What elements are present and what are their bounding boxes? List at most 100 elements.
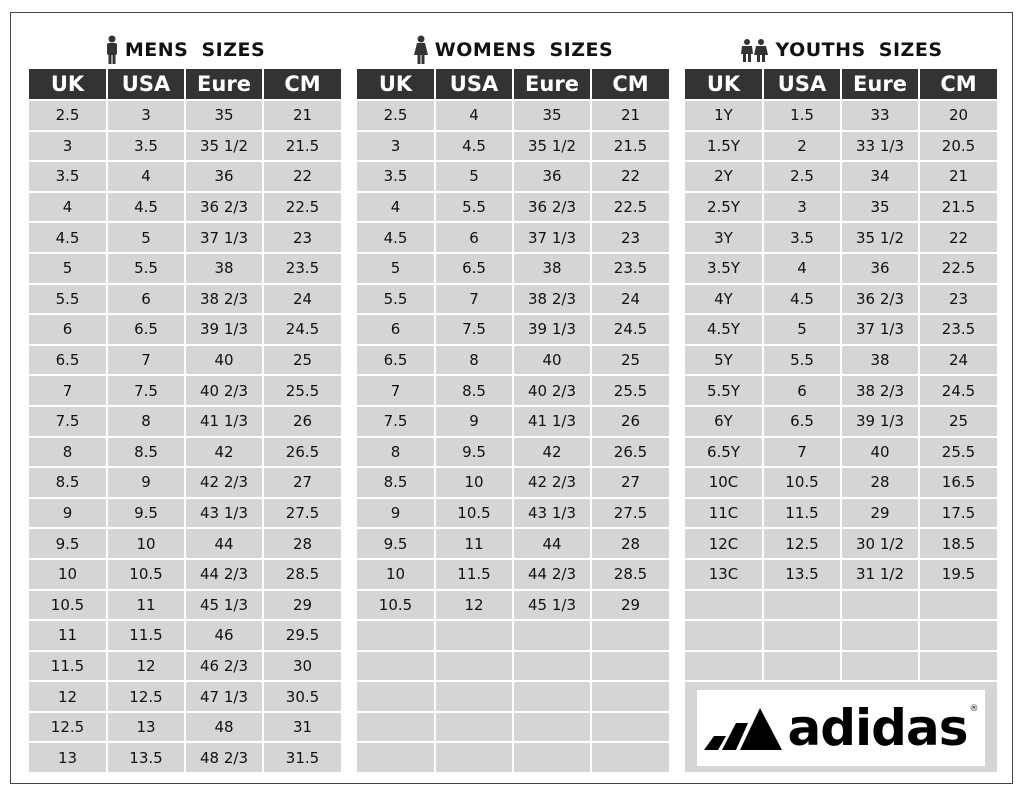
- table-row: 8.5 10 42 2/3 27: [357, 466, 669, 499]
- size-cell-cm: 21: [262, 99, 341, 132]
- size-cell-cm: 24.5: [262, 313, 341, 346]
- size-cell-uk: 4.5: [357, 221, 436, 254]
- size-cell-eure: 30 1/2: [840, 527, 920, 560]
- size-cell-usa: [762, 619, 842, 652]
- size-cell-eure: 46 2/3: [184, 649, 264, 683]
- size-cell-cm: 30.5: [262, 680, 341, 713]
- size-cell-eure: 29: [840, 496, 920, 530]
- table-row: 4Y 4.5 36 2/3 23: [685, 282, 997, 316]
- man-icon: [106, 35, 117, 64]
- size-cell-cm: [590, 649, 669, 683]
- size-cell-cm: 28: [590, 527, 669, 560]
- size-cell-uk: 3.5Y: [685, 251, 764, 285]
- chart-frame: [10, 12, 1013, 784]
- size-cell-usa: [434, 619, 514, 652]
- size-cell-usa: 5: [434, 160, 514, 193]
- size-cell-uk: 2.5: [357, 99, 436, 132]
- table-row: 4 4.5 36 2/3 22.5: [29, 190, 341, 224]
- size-cell-cm: 22.5: [590, 190, 669, 224]
- size-cell-uk: 6.5: [29, 343, 108, 377]
- column-header-uk: UK: [357, 69, 436, 100]
- table-row: 6 7.5 39 1/3 24.5: [357, 313, 669, 346]
- size-cell-cm: 24: [918, 343, 997, 377]
- size-cell-cm: [918, 588, 997, 622]
- size-cell-cm: 31.5: [262, 741, 341, 775]
- size-cell-uk: 5.5: [29, 282, 108, 316]
- size-cell-usa: 4: [762, 251, 842, 285]
- size-cell-uk: [357, 680, 436, 713]
- size-cell-uk: [357, 741, 436, 775]
- size-cell-cm: 24.5: [918, 374, 997, 407]
- size-cell-cm: [590, 710, 669, 744]
- size-cell-eure: [512, 619, 592, 652]
- size-cell-usa: 7: [434, 282, 514, 316]
- size-cell-uk: 12.5: [29, 710, 108, 744]
- size-cell-usa: 8: [434, 343, 514, 377]
- size-cell-usa: 10.5: [106, 557, 186, 591]
- size-cell-uk: [357, 619, 436, 652]
- size-cell-usa: 10: [106, 527, 186, 560]
- column-header-uk: UK: [29, 69, 108, 100]
- size-cell-eure: 40 2/3: [184, 374, 264, 407]
- size-cell-cm: 17.5: [918, 496, 997, 530]
- size-cell-usa: 9: [434, 404, 514, 438]
- size-cell-uk: 12: [29, 680, 108, 713]
- size-cell-uk: [685, 649, 764, 683]
- size-cell-uk: 13: [29, 741, 108, 775]
- size-cell-cm: 26: [590, 404, 669, 438]
- size-cell-usa: 7: [762, 435, 842, 469]
- size-cell-eure: 44: [184, 527, 264, 560]
- size-cell-cm: 23.5: [590, 251, 669, 285]
- size-cell-usa: 8.5: [106, 435, 186, 469]
- column-header-eure: Eure: [512, 69, 592, 100]
- size-cell-eure: 46: [184, 619, 264, 652]
- size-cell-cm: 24.5: [590, 313, 669, 346]
- size-cell-cm: 28: [262, 527, 341, 560]
- table-row: 7.5 9 41 1/3 26: [357, 404, 669, 438]
- size-cell-usa: 6.5: [434, 251, 514, 285]
- table-row: 1.5Y 2 33 1/3 20.5: [685, 129, 997, 163]
- header-row: UK USA Eure CM: [29, 69, 341, 100]
- size-cell-uk: 3: [29, 129, 108, 163]
- size-cell-uk: 5.5Y: [685, 374, 764, 407]
- table-row: 12C 12.5 30 1/2 18.5: [685, 527, 997, 560]
- size-cell-cm: [918, 649, 997, 683]
- empty-row: [685, 649, 997, 683]
- empty-row: [685, 588, 997, 622]
- size-cell-eure: 44: [512, 527, 592, 560]
- size-cell-usa: 13: [106, 710, 186, 744]
- size-cell-cm: 29: [262, 588, 341, 622]
- column-header-usa: USA: [106, 69, 186, 100]
- table-row: 2.5Y 3 35 21.5: [685, 190, 997, 224]
- size-cell-eure: 47 1/3: [184, 680, 264, 713]
- size-cell-uk: 10C: [685, 466, 764, 499]
- size-cell-cm: 19.5: [918, 557, 997, 591]
- size-cell-usa: 8: [106, 404, 186, 438]
- size-cell-usa: 3.5: [106, 129, 186, 163]
- size-cell-usa: 10: [434, 466, 514, 499]
- table-row: 6 6.5 39 1/3 24.5: [29, 313, 341, 346]
- column-header-cm: CM: [918, 69, 997, 100]
- table-row: 3 3.5 35 1/2 21.5: [29, 129, 341, 163]
- table-row: 8 9.5 42 26.5: [357, 435, 669, 469]
- size-cell-cm: 25: [918, 404, 997, 438]
- column-header-uk: UK: [685, 69, 764, 100]
- adidas-logo: adidas ®: [697, 690, 985, 767]
- column-header-eure: Eure: [840, 69, 920, 100]
- size-cell-usa: 5: [762, 313, 842, 346]
- size-cell-eure: 35 1/2: [512, 129, 592, 163]
- size-cell-eure: 42 2/3: [184, 466, 264, 499]
- table-row: 4.5 6 37 1/3 23: [357, 221, 669, 254]
- size-cell-cm: 23.5: [262, 251, 341, 285]
- table-row: 3.5 5 36 22: [357, 160, 669, 193]
- table-row: 12.5 13 48 31: [29, 710, 341, 744]
- size-cell-uk: 10.5: [357, 588, 436, 622]
- woman-icon: [413, 35, 428, 64]
- size-cell-cm: 23: [918, 282, 997, 316]
- mens-sizes-section: MENS SIZES UK USA Eure CM 2.5 3 35 21 3 3.5 35 1/2…: [29, 30, 341, 775]
- size-cell-eure: 43 1/3: [184, 496, 264, 530]
- size-cell-uk: 2.5Y: [685, 190, 764, 224]
- size-cell-eure: 45 1/3: [512, 588, 592, 622]
- size-cell-cm: 22: [918, 221, 997, 254]
- size-cell-eure: 40: [184, 343, 264, 377]
